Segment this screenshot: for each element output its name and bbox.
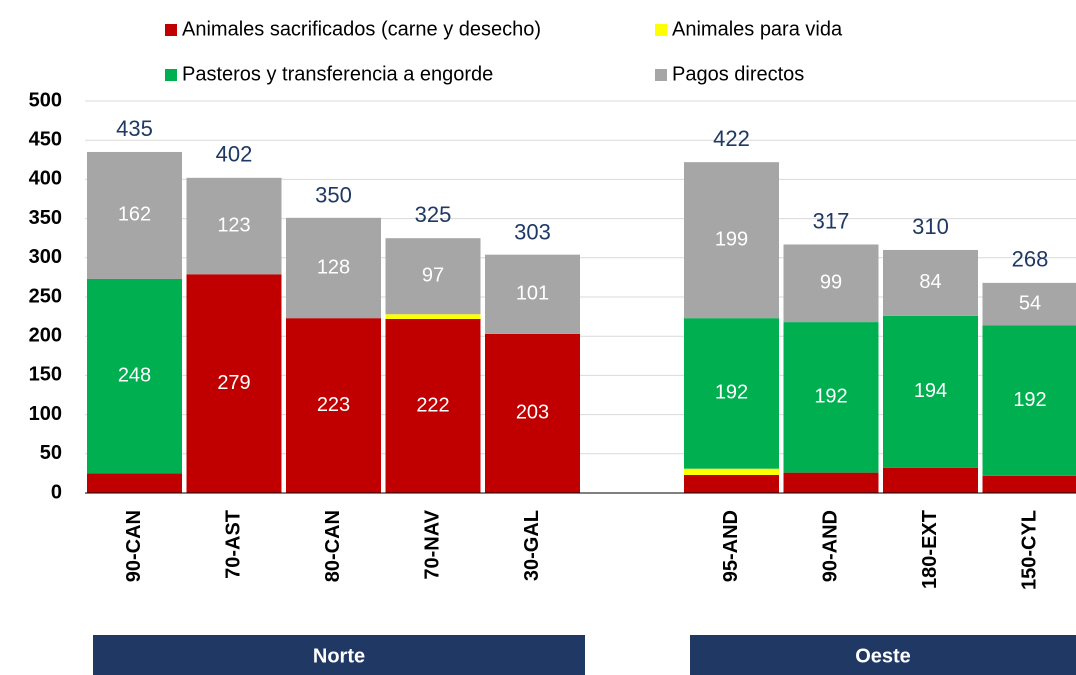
x-tick-label: 95-AND [720, 510, 742, 582]
bar-segment [684, 468, 779, 475]
y-tick-label: 500 [29, 89, 62, 111]
bar-segment [87, 151, 182, 279]
total-label: 325 [415, 202, 452, 227]
bar-segment [385, 238, 481, 315]
y-tick-label: 50 [40, 442, 62, 464]
bar-segment [286, 217, 381, 319]
legend-swatch [165, 24, 177, 36]
legend-label: Pagos directos [672, 63, 804, 85]
data-label: 203 [516, 402, 549, 424]
bar-segment [385, 318, 481, 493]
x-tick-label: 30-GAL [521, 510, 543, 581]
total-label: 422 [713, 126, 750, 151]
y-tick-label: 250 [29, 285, 62, 307]
bar-segment [186, 274, 282, 493]
bar-segment [982, 325, 1076, 476]
data-label: 99 [820, 272, 842, 294]
legend-swatch [165, 69, 177, 81]
y-tick-label: 100 [29, 403, 62, 425]
group-label: Oeste [855, 645, 911, 667]
bar-segment [87, 473, 182, 493]
bar-segment [385, 314, 481, 319]
data-label: 128 [317, 256, 350, 278]
bar-segment [485, 333, 580, 493]
bar-segment [286, 318, 381, 493]
bar-segment [883, 249, 978, 316]
data-label: 162 [118, 204, 151, 226]
data-label: 84 [919, 271, 941, 293]
y-tick-label: 150 [29, 364, 62, 386]
x-tick-label: 70-NAV [421, 509, 443, 579]
x-tick-label: 90-CAN [123, 510, 145, 582]
legend-swatch [655, 69, 667, 81]
y-tick-label: 450 [29, 128, 62, 150]
legend-label: Animales sacrificados (carne y desecho) [182, 18, 541, 40]
total-label: 317 [813, 208, 850, 233]
bar-segment [783, 322, 879, 473]
data-label: 192 [715, 382, 748, 404]
bar-segment [684, 474, 779, 493]
group-label: Norte [313, 645, 365, 667]
legend-label: Animales para vida [672, 18, 843, 40]
y-tick-label: 350 [29, 207, 62, 229]
y-tick-label: 400 [29, 168, 62, 190]
total-label: 303 [514, 219, 551, 244]
bar-segment [883, 467, 978, 493]
data-label: 97 [422, 265, 444, 287]
y-tick-label: 0 [51, 481, 62, 503]
data-label: 101 [516, 283, 549, 305]
data-label: 54 [1019, 292, 1041, 314]
data-label: 223 [317, 394, 350, 416]
bar-segment [87, 278, 182, 474]
total-label: 350 [315, 182, 352, 207]
x-tick-label: 80-CAN [322, 510, 344, 582]
bar-segment [783, 472, 879, 493]
bar-segment [982, 282, 1076, 326]
bar-segment [982, 475, 1076, 493]
bar-segment [684, 318, 779, 469]
legend-label: Pasteros y transferencia a engorde [182, 63, 493, 85]
y-tick-label: 200 [29, 324, 62, 346]
data-label: 279 [217, 372, 250, 394]
total-label: 435 [116, 116, 153, 141]
x-tick-label: 70-AST [222, 510, 244, 579]
total-label: 310 [912, 214, 949, 239]
group-box [690, 635, 1076, 675]
y-tick-label: 300 [29, 246, 62, 268]
data-label: 194 [914, 380, 947, 402]
legend-swatch [655, 24, 667, 36]
data-label: 199 [715, 228, 748, 250]
x-tick-label: 90-AND [819, 510, 841, 582]
data-label: 248 [118, 364, 151, 386]
data-label: 123 [217, 214, 250, 236]
group-box [93, 635, 585, 675]
total-label: 402 [216, 142, 253, 167]
data-label: 192 [814, 386, 847, 408]
bar-segment [684, 162, 779, 319]
bar-segment [186, 177, 282, 275]
data-label: 192 [1013, 389, 1046, 411]
bar-segment [883, 315, 978, 468]
bar-segment [783, 244, 879, 323]
data-label: 222 [416, 394, 449, 416]
total-label: 268 [1012, 247, 1049, 272]
x-tick-label: 150-CYL [1018, 510, 1040, 590]
bar-segment [485, 254, 580, 334]
x-tick-label: 180-EXT [919, 510, 941, 589]
